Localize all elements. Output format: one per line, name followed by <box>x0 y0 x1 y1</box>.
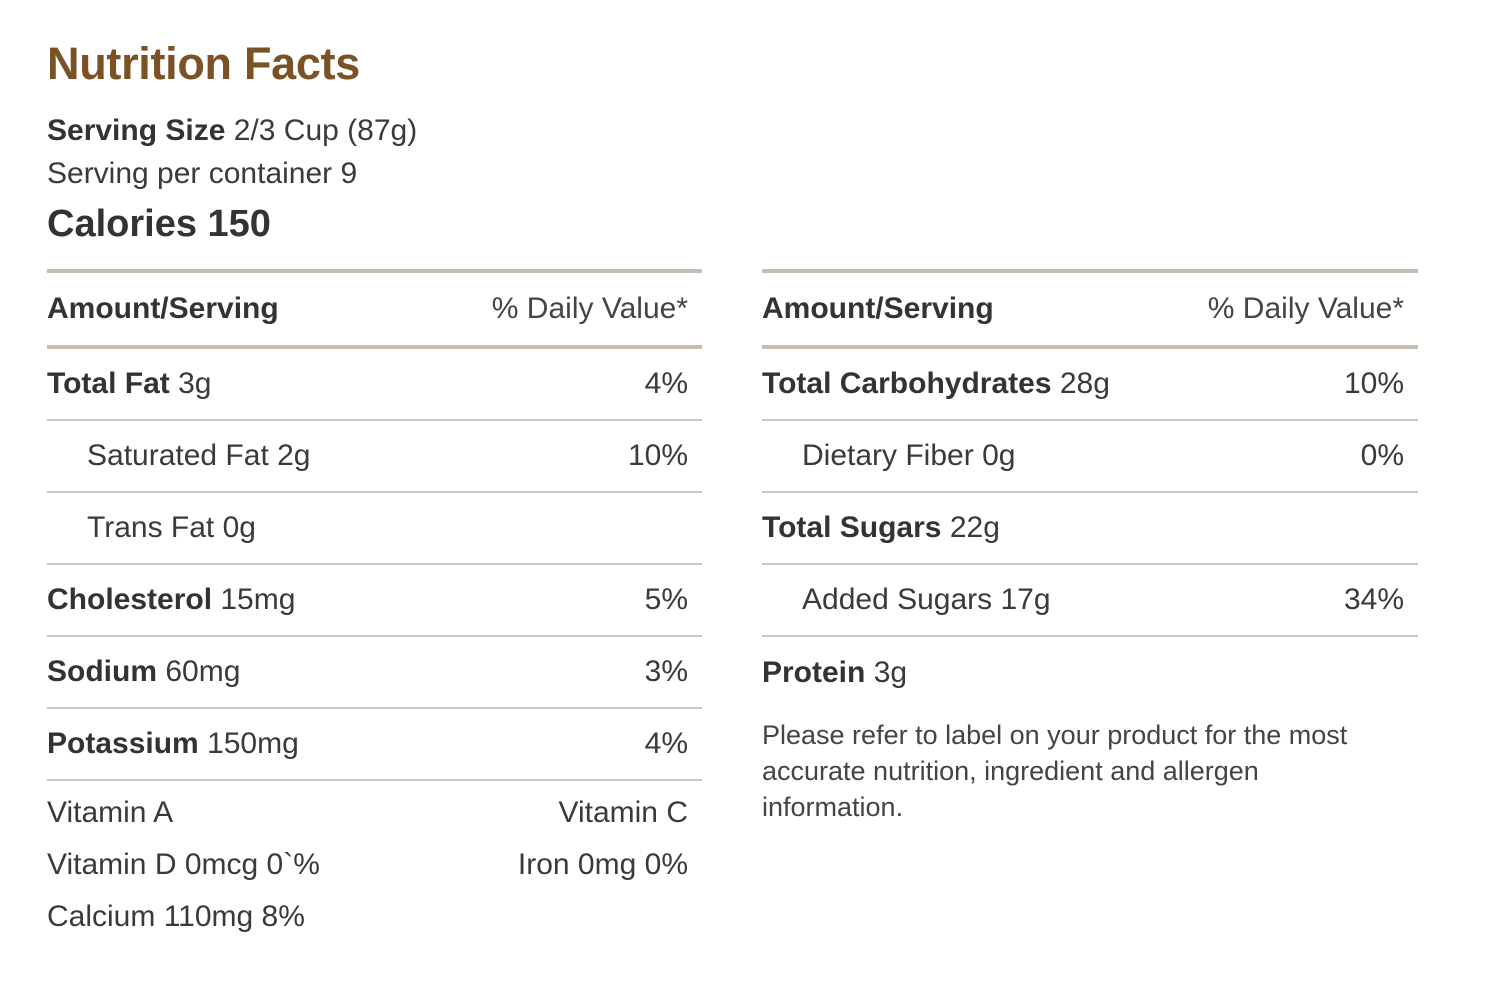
page-title: Nutrition Facts <box>47 38 361 89</box>
nutrient-row-total-fat: Total Fat 3g 4% <box>47 349 702 421</box>
nutrient-row-dietary-fiber: Dietary Fiber 0g 0% <box>762 421 1418 493</box>
nutrient-row-total-sugars: Total Sugars 22g <box>762 493 1418 565</box>
nutrient-name: Sodium <box>47 655 157 688</box>
nutrient-row-saturated-fat: Saturated Fat 2g 10% <box>47 421 702 493</box>
calories: Calories 150 <box>47 203 271 245</box>
nutrient-row-cholesterol: Cholesterol 15mg 5% <box>47 565 702 637</box>
serving-size-label: Serving Size <box>47 114 226 147</box>
nutrient-amount: 0g <box>222 511 256 544</box>
nutrient-name: Protein <box>762 656 866 689</box>
nutrient-dv: 34% <box>1343 583 1404 616</box>
nutrient-dv: 3% <box>644 655 688 688</box>
nutrient-name: Cholesterol <box>47 583 213 616</box>
daily-value-header: % Daily Value* <box>1207 292 1404 325</box>
table-header: Amount/Serving % Daily Value* <box>762 269 1418 349</box>
nutrient-dv: 4% <box>644 727 688 760</box>
nutrition-table-left: Amount/Serving % Daily Value* Total Fat … <box>47 269 702 943</box>
nutrient-dv: 5% <box>644 583 688 616</box>
table-header: Amount/Serving % Daily Value* <box>47 269 702 349</box>
nutrient-dv: 0% <box>1360 439 1404 472</box>
vitamin-right: Iron 0mg 0% <box>517 848 688 881</box>
nutrition-table-right: Amount/Serving % Daily Value* Total Carb… <box>762 269 1418 825</box>
disclaimer-note: Please refer to label on your product fo… <box>762 720 1348 822</box>
nutrient-name: Potassium <box>47 727 199 760</box>
nutrient-amount: 15mg <box>220 583 296 616</box>
amount-serving-header: Amount/Serving <box>47 292 279 325</box>
serving-size: Serving Size 2/3 Cup (87g) <box>47 114 417 148</box>
servings-per-container: Serving per container 9 <box>47 157 358 190</box>
nutrient-name: Saturated Fat <box>87 439 269 472</box>
nutrient-amount: 2g <box>277 439 311 472</box>
vitamin-row: Vitamin D 0mcg 0`% Iron 0mg 0% <box>47 839 702 891</box>
vitamin-row: Vitamin A Vitamin C <box>47 787 702 839</box>
nutrient-amount: 60mg <box>165 655 241 688</box>
nutrient-name: Total Carbohydrates <box>762 367 1052 400</box>
serving-size-value: 2/3 Cup (87g) <box>233 114 418 147</box>
nutrient-amount: 3g <box>178 367 212 400</box>
nutrient-amount: 0g <box>982 439 1016 472</box>
vitamin-row: Calcium 110mg 8% <box>47 891 702 943</box>
vitamin-left: Vitamin A <box>47 796 174 829</box>
nutrient-amount: 3g <box>873 656 908 689</box>
amount-serving-header: Amount/Serving <box>762 292 994 325</box>
nutrient-amount: 17g <box>1000 583 1051 616</box>
nutrient-dv: 10% <box>1343 367 1404 400</box>
nutrient-row-sodium: Sodium 60mg 3% <box>47 637 702 709</box>
nutrient-amount: 28g <box>1059 367 1110 400</box>
nutrient-amount: 150mg <box>207 727 299 760</box>
vitamin-left: Vitamin D 0mcg 0`% <box>47 848 320 881</box>
nutrient-dv: 4% <box>644 367 688 400</box>
vitamin-right: Vitamin C <box>558 796 689 829</box>
nutrient-row-trans-fat: Trans Fat 0g <box>47 493 702 565</box>
nutrient-row-protein: Protein 3g <box>762 637 1418 709</box>
nutrient-row-potassium: Potassium 150mg 4% <box>47 709 702 781</box>
nutrient-row-total-carbohydrates: Total Carbohydrates 28g 10% <box>762 349 1418 421</box>
nutrient-amount: 22g <box>949 511 1000 544</box>
nutrient-name: Total Sugars <box>762 511 942 544</box>
nutrient-name: Dietary Fiber <box>802 439 974 472</box>
nutrient-name: Added Sugars <box>802 583 993 616</box>
nutrient-name: Total Fat <box>47 367 170 400</box>
nutrient-name: Trans Fat <box>87 511 215 544</box>
daily-value-header: % Daily Value* <box>491 292 688 325</box>
nutrient-dv: 10% <box>627 439 688 472</box>
vitamins-section: Vitamin A Vitamin C Vitamin D 0mcg 0`% I… <box>47 781 702 943</box>
vitamin-left: Calcium 110mg 8% <box>47 900 305 933</box>
nutrient-row-added-sugars: Added Sugars 17g 34% <box>762 565 1418 637</box>
